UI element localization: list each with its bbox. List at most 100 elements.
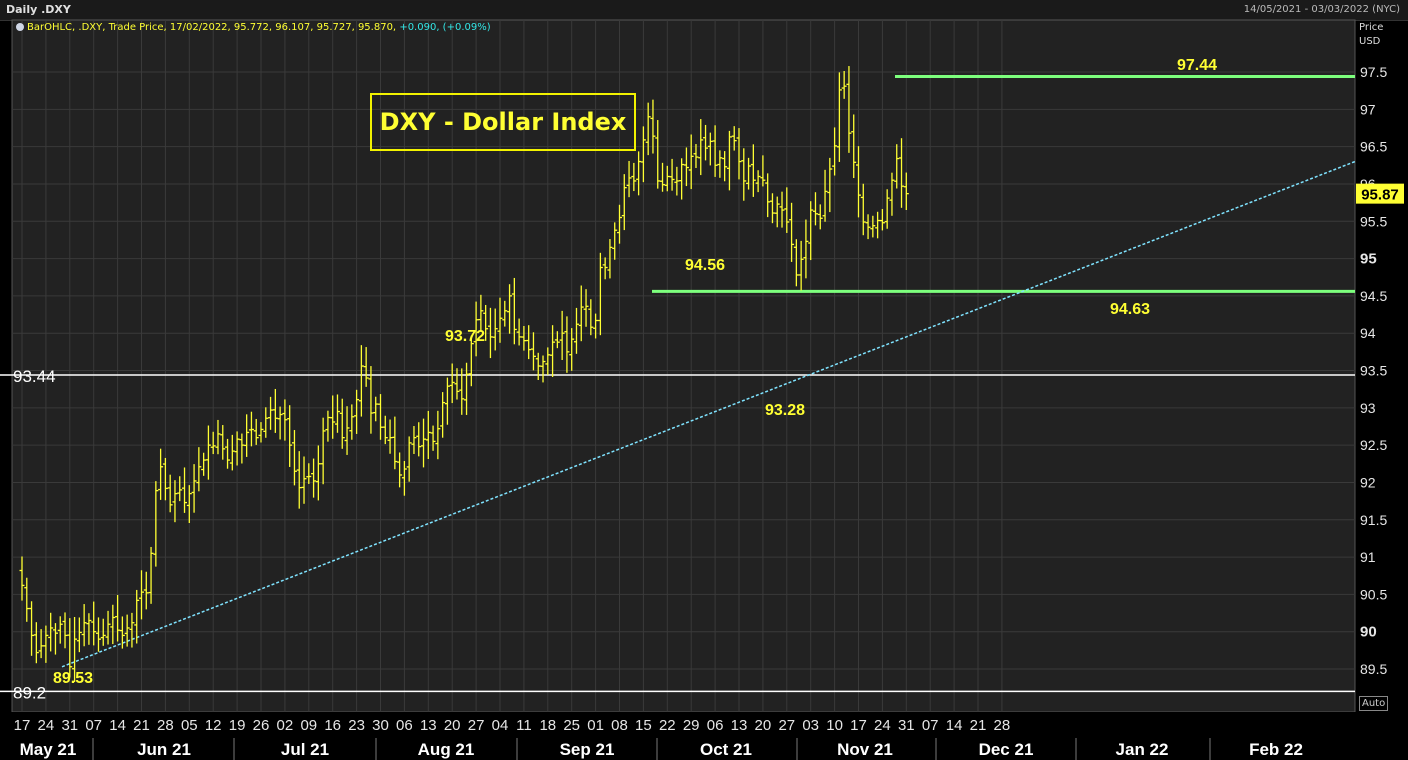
x-day-label: 20 bbox=[444, 717, 461, 734]
price-annotation: 89.53 bbox=[53, 670, 93, 687]
x-day-label: 14 bbox=[109, 717, 126, 734]
x-day-label: 26 bbox=[253, 717, 270, 734]
ohlc-bar bbox=[129, 612, 135, 648]
price-annotation: 97.44 bbox=[1177, 57, 1217, 74]
ohlc-bar bbox=[387, 419, 393, 454]
auto-scale-button[interactable]: Auto bbox=[1359, 696, 1389, 711]
x-day-label: 06 bbox=[396, 717, 413, 734]
x-month-label: Dec 21 bbox=[979, 740, 1034, 759]
ohlc-bar bbox=[870, 215, 876, 238]
series-legend[interactable]: BarOHLC, .DXY, Trade Price, 17/02/2022, … bbox=[16, 22, 491, 33]
series-settings-icon[interactable] bbox=[16, 23, 24, 31]
ohlc-bar bbox=[626, 160, 632, 198]
ohlc-bar bbox=[272, 388, 278, 433]
x-month-label: Nov 21 bbox=[837, 740, 893, 759]
plot-area bbox=[11, 19, 1356, 713]
ohlc-bar bbox=[487, 307, 493, 359]
chart-header-title: Daily .DXY bbox=[6, 3, 71, 16]
ohlc-bar bbox=[736, 128, 742, 180]
x-day-label: 09 bbox=[300, 717, 317, 734]
ohlc-bar bbox=[311, 458, 317, 498]
ohlc-bar bbox=[769, 193, 775, 224]
ohlc-bar bbox=[239, 433, 245, 464]
ohlc-bar bbox=[172, 480, 178, 523]
ohlc-bar bbox=[210, 431, 216, 455]
x-day-label: 11 bbox=[516, 717, 532, 734]
x-month-label: Oct 21 bbox=[700, 740, 752, 759]
ohlc-bar bbox=[416, 422, 422, 457]
ohlc-bar bbox=[201, 452, 207, 476]
ohlc-bar bbox=[444, 377, 450, 425]
ohlc-bar bbox=[655, 120, 661, 189]
ohlc-bar bbox=[707, 132, 713, 166]
x-day-label: 24 bbox=[38, 717, 55, 734]
ohlc-bar bbox=[368, 366, 374, 434]
ohlc-bar bbox=[139, 570, 144, 620]
x-day-label: 25 bbox=[563, 717, 580, 734]
ohlc-bar bbox=[583, 289, 589, 327]
y-tick-label: 89.5 bbox=[1360, 661, 1387, 677]
x-month-label: Feb 22 bbox=[1249, 740, 1303, 759]
ohlc-bar bbox=[43, 625, 49, 663]
ohlc-bar bbox=[808, 201, 814, 261]
ohlc-bar bbox=[779, 191, 785, 228]
x-day-label: 28 bbox=[994, 717, 1011, 734]
ohlc-bar bbox=[397, 452, 403, 488]
ohlc-bar bbox=[640, 126, 646, 183]
ohlc-bar bbox=[492, 308, 498, 351]
ohlc-bar bbox=[354, 389, 360, 434]
ohlc-bar bbox=[334, 394, 340, 433]
ohlc-bar bbox=[220, 425, 226, 460]
ohlc-bar bbox=[191, 464, 197, 513]
ohlc-bar bbox=[473, 301, 479, 357]
ohlc-bar bbox=[798, 240, 804, 291]
ohlc-bar bbox=[320, 417, 326, 485]
ohlc-bar bbox=[803, 219, 809, 279]
ohlc-bar bbox=[67, 618, 73, 678]
ohlc-bar bbox=[698, 119, 704, 176]
x-day-label: 23 bbox=[348, 717, 365, 734]
ohlc-bar bbox=[301, 456, 307, 504]
x-day-label: 08 bbox=[611, 717, 628, 734]
reference-line-label: 89.2 bbox=[13, 683, 46, 702]
ohlc-bar bbox=[100, 618, 106, 646]
ohlc-bar bbox=[726, 130, 732, 191]
ohlc-bar bbox=[631, 162, 637, 192]
ohlc-bar bbox=[33, 622, 39, 664]
ohlc-bar bbox=[282, 399, 288, 441]
ohlc-bar bbox=[612, 222, 618, 260]
ohlc-bar bbox=[349, 404, 355, 440]
ohlc-bar bbox=[62, 612, 68, 649]
x-day-label: 12 bbox=[205, 717, 222, 734]
reference-line-label: 93.44 bbox=[13, 367, 56, 386]
grid-lines bbox=[12, 20, 1355, 712]
x-day-label: 27 bbox=[778, 717, 795, 734]
x-day-label: 30 bbox=[372, 717, 389, 734]
ohlc-bar bbox=[836, 72, 842, 162]
y-tick-label: 95.5 bbox=[1360, 213, 1387, 229]
ohlc-bar bbox=[507, 284, 513, 334]
price-axis-header: Price USD bbox=[1359, 21, 1383, 49]
ohlc-bar bbox=[95, 617, 101, 652]
ohlc-bar bbox=[741, 148, 747, 201]
y-tick-label: 94 bbox=[1360, 325, 1376, 341]
ohlc-bar bbox=[158, 448, 164, 500]
ohlc-bar bbox=[464, 362, 470, 415]
ohlc-bar bbox=[827, 157, 833, 213]
price-axis-unit: USD bbox=[1359, 36, 1381, 47]
ohlc-bar bbox=[750, 144, 756, 197]
ohlc-bar bbox=[449, 363, 455, 404]
y-tick-label: 97 bbox=[1360, 101, 1376, 117]
ohlc-bar bbox=[588, 299, 594, 336]
ohlc-bar bbox=[688, 134, 694, 190]
ohlc-bar bbox=[511, 277, 517, 345]
ohlc-bar bbox=[148, 546, 154, 604]
ohlc-bar bbox=[253, 418, 259, 445]
last-price-value: 95.87 bbox=[1361, 187, 1399, 204]
ohlc-bar bbox=[846, 66, 852, 153]
ohlc-bar bbox=[526, 325, 532, 360]
ohlc-bar bbox=[521, 325, 527, 351]
ohlc-bar bbox=[569, 328, 575, 371]
ohlc-bar bbox=[57, 616, 63, 644]
